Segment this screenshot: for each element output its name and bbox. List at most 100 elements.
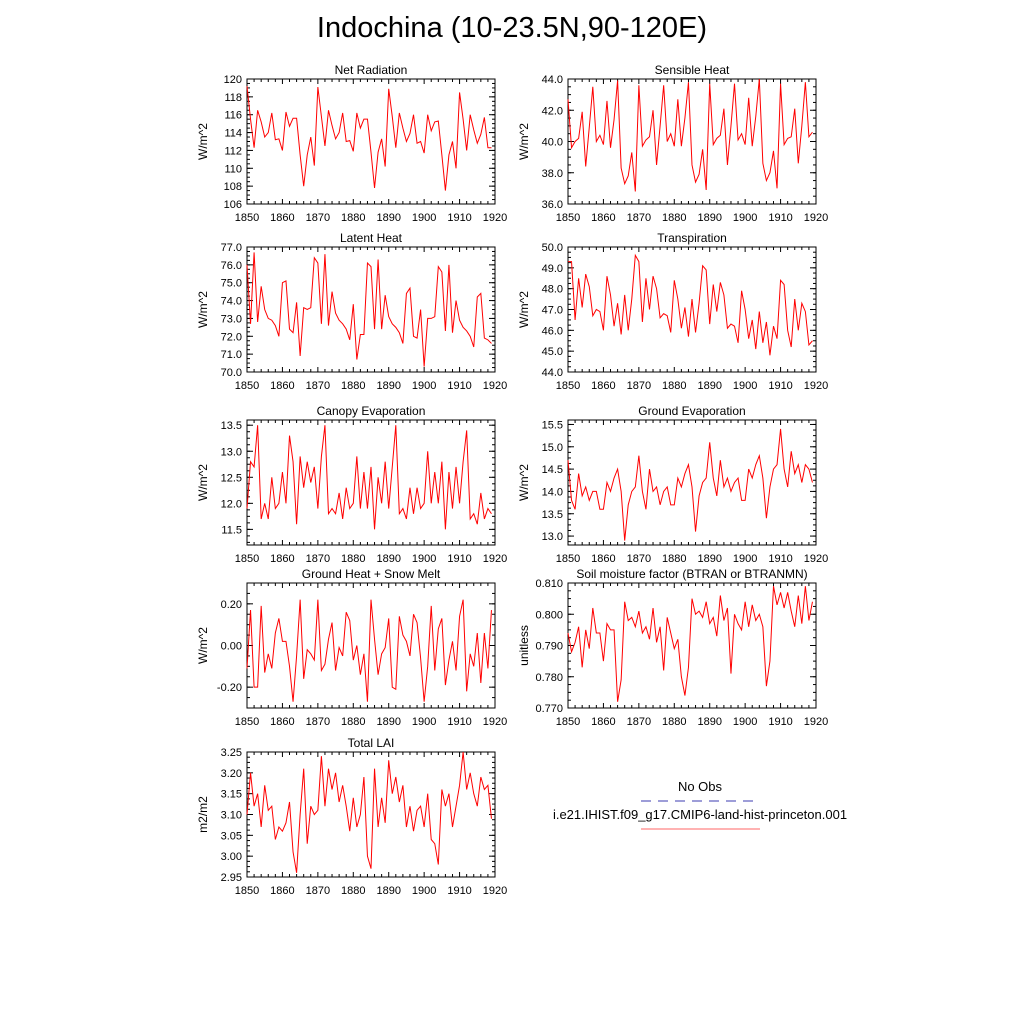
x-tick-label: 1900 (733, 553, 757, 565)
y-tick-label: 3.05 (221, 830, 242, 842)
x-tick-label: 1860 (591, 212, 615, 224)
y-tick-label: 13.5 (221, 420, 242, 432)
x-tick-label: 1900 (733, 716, 757, 728)
series-line (568, 253, 813, 356)
y-tick-label: 15.5 (542, 419, 563, 431)
y-axis-label: W/m^2 (517, 291, 531, 328)
panel-title: Net Radiation (335, 63, 408, 77)
panel-title: Ground Heat + Snow Melt (302, 567, 441, 581)
x-tick-label: 1870 (306, 716, 330, 728)
y-tick-label: 13.0 (542, 531, 563, 543)
y-tick-label: 0.00 (221, 641, 242, 653)
x-tick-label: 1890 (697, 212, 721, 224)
y-tick-label: 73.0 (221, 313, 242, 325)
series-line (246, 252, 492, 367)
y-tick-label: 112 (224, 145, 242, 157)
x-tick-label: 1890 (376, 885, 400, 897)
x-tick-label: 1860 (591, 716, 615, 728)
x-tick-label: 1880 (341, 553, 365, 565)
y-tick-label: -0.20 (217, 682, 242, 694)
x-tick-label: 1870 (306, 212, 330, 224)
x-tick-label: 1870 (627, 716, 651, 728)
x-tick-label: 1900 (412, 885, 436, 897)
x-tick-label: 1910 (447, 885, 471, 897)
x-tick-label: 1870 (306, 380, 330, 392)
x-tick-label: 1850 (235, 553, 259, 565)
panel-title: Latent Heat (340, 231, 403, 245)
y-tick-label: 114 (224, 128, 242, 140)
plot-frame (246, 419, 496, 546)
x-tick-label: 1920 (483, 716, 507, 728)
y-tick-label: 0.800 (535, 609, 563, 621)
y-tick-label: 13.0 (221, 446, 242, 458)
y-tick-label: 11.5 (221, 524, 242, 536)
y-tick-label: 70.0 (221, 367, 242, 379)
x-tick-label: 1920 (804, 380, 828, 392)
y-axis-label: W/m^2 (517, 123, 531, 160)
y-tick-label: 116 (224, 110, 242, 122)
x-tick-label: 1900 (412, 716, 436, 728)
series-line (567, 428, 813, 541)
chart-panel-4: Transpiration W/m^2 1850 1860 1870 1880 1890 19… (517, 231, 828, 392)
legend-obs-label: No Obs (677, 779, 723, 794)
y-tick-label: 49.0 (542, 263, 563, 275)
series-line (246, 751, 492, 873)
y-tick-label: 12.5 (221, 472, 242, 484)
x-tick-label: 1910 (447, 553, 471, 565)
x-tick-label: 1910 (447, 716, 471, 728)
series-line (567, 78, 813, 192)
series-line (246, 425, 492, 530)
y-tick-label: 42.0 (542, 105, 563, 117)
plot-frame (567, 419, 817, 546)
chart-panel-5: Canopy Evaporation W/m^2 1850 1860 1870 1880 1… (196, 404, 507, 565)
x-tick-label: 1910 (768, 212, 792, 224)
y-tick-label: 0.810 (535, 578, 563, 590)
x-tick-label: 1890 (697, 380, 721, 392)
x-tick-label: 1870 (627, 553, 651, 565)
y-axis-label: W/m^2 (196, 291, 210, 328)
y-tick-label: 2.95 (221, 872, 242, 884)
y-tick-label: 14.5 (542, 464, 563, 476)
y-tick-label: 120 (224, 74, 242, 86)
y-tick-label: 36.0 (542, 199, 563, 211)
y-tick-label: 77.0 (221, 242, 242, 254)
y-axis-label: W/m^2 (196, 627, 210, 664)
x-tick-label: 1920 (483, 212, 507, 224)
legend-model-label: i.e21.IHIST.f09_g17.CMIP6-land-hist-prin… (552, 807, 848, 822)
x-tick-label: 1890 (376, 553, 400, 565)
x-tick-label: 1890 (697, 553, 721, 565)
x-tick-label: 1910 (447, 212, 471, 224)
x-tick-label: 1920 (804, 553, 828, 565)
y-tick-label: 3.20 (221, 768, 242, 780)
x-tick-label: 1920 (483, 380, 507, 392)
x-tick-label: 1850 (556, 212, 580, 224)
y-tick-label: 13.5 (542, 509, 563, 521)
y-tick-label: 38.0 (542, 168, 563, 180)
x-tick-label: 1870 (627, 212, 651, 224)
y-tick-label: 15.0 (542, 442, 563, 454)
x-tick-label: 1860 (270, 212, 294, 224)
panel-title: Ground Evaporation (638, 404, 745, 418)
series-line (567, 586, 813, 702)
x-tick-label: 1920 (483, 885, 507, 897)
chart-panel-7: Ground Heat + Snow Melt W/m^2 1850 1860 1870… (196, 567, 507, 728)
y-tick-label: 76.0 (221, 260, 242, 272)
x-tick-label: 1880 (662, 553, 686, 565)
x-tick-label: 1890 (376, 716, 400, 728)
x-tick-label: 1880 (341, 716, 365, 728)
y-tick-label: 44.0 (542, 367, 563, 379)
x-tick-label: 1850 (235, 380, 259, 392)
x-tick-label: 1870 (627, 380, 651, 392)
y-tick-label: 12.0 (221, 498, 242, 510)
y-tick-label: 45.0 (542, 346, 563, 358)
y-tick-label: 0.770 (535, 703, 563, 715)
x-tick-label: 1880 (662, 212, 686, 224)
y-tick-label: 71.0 (221, 349, 242, 361)
y-tick-label: 0.20 (221, 599, 242, 611)
chart-panel-2: Sensible Heat W/m^2 1850 1860 1870 1880 1890 19… (517, 63, 828, 224)
x-tick-label: 1860 (270, 553, 294, 565)
x-tick-label: 1860 (270, 380, 294, 392)
y-tick-label: 110 (224, 163, 242, 175)
